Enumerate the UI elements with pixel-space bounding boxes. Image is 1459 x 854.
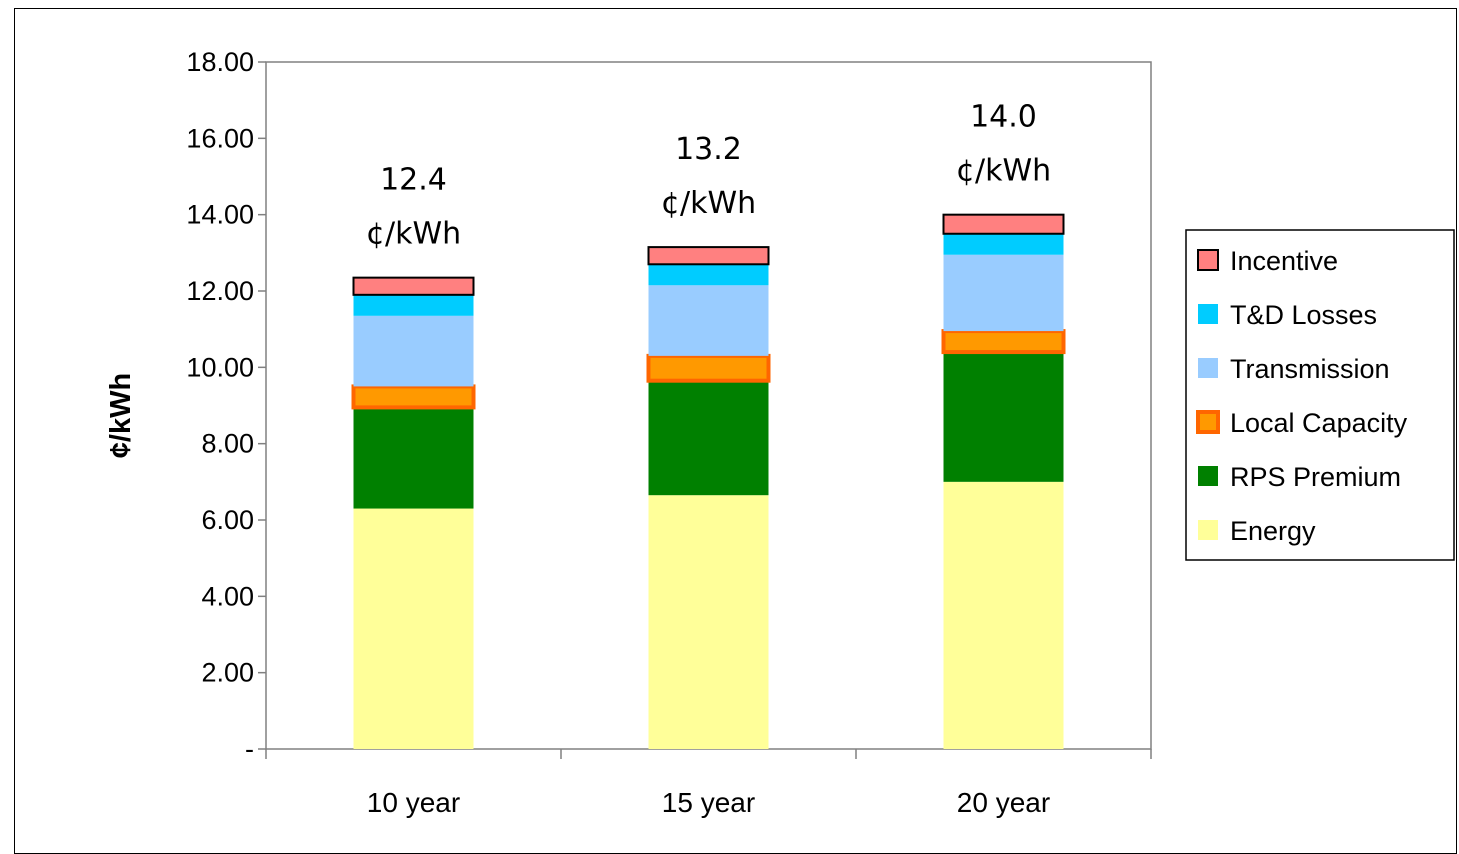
y-tick-label: - <box>245 734 254 764</box>
bar-segment-transmission <box>353 315 474 387</box>
y-tick-label: 10.00 <box>186 352 254 382</box>
total-value-label: 13.2 <box>675 132 742 167</box>
bar-segment-energy <box>648 495 769 749</box>
total-unit-label: ¢/kWh <box>661 186 756 221</box>
legend-swatch <box>1198 466 1218 486</box>
legend-label: Local Capacity <box>1230 408 1408 438</box>
legend-label: T&D Losses <box>1230 300 1377 330</box>
legend-label: Transmission <box>1230 354 1390 384</box>
bar-segment-t-d-losses <box>648 264 769 286</box>
bar-segment-incentive <box>352 276 475 296</box>
bar-segment-transmission <box>943 254 1064 332</box>
x-category-label: 15 year <box>662 787 755 818</box>
legend-swatch <box>1197 249 1219 271</box>
bar-segment-energy <box>353 508 474 749</box>
bar-segment-incentive <box>942 213 1065 235</box>
total-unit-label: ¢/kWh <box>366 217 461 252</box>
bar-segment-local-capacity <box>941 329 1066 355</box>
total-value-label: 14.0 <box>970 100 1037 135</box>
bar-segment-t-d-losses <box>943 233 1064 255</box>
bar-segment-incentive <box>647 246 770 266</box>
legend-label: Incentive <box>1230 246 1338 276</box>
y-tick-label: 14.00 <box>186 200 254 230</box>
x-category-label: 20 year <box>957 787 1050 818</box>
y-tick-label: 16.00 <box>186 123 254 153</box>
legend-box <box>1185 229 1455 561</box>
y-tick-label: 2.00 <box>201 658 254 688</box>
bar-segment-transmission <box>648 285 769 356</box>
y-tick-label: 18.00 <box>186 47 254 77</box>
legend-swatch <box>1198 520 1218 540</box>
bar-segment-rps-premium <box>943 352 1064 482</box>
legend-label: RPS Premium <box>1230 462 1401 492</box>
bar-segment-energy <box>943 481 1064 749</box>
legend-swatch <box>1198 304 1218 324</box>
total-value-label: 12.4 <box>380 163 447 198</box>
bar-segment-local-capacity <box>351 384 476 410</box>
x-category-label: 10 year <box>367 787 460 818</box>
y-axis-title: ¢/kWh <box>105 373 137 458</box>
legend-label: Energy <box>1230 516 1316 546</box>
legend-swatch <box>1198 358 1218 378</box>
bar-segment-rps-premium <box>648 380 769 496</box>
legend-swatch <box>1196 410 1220 434</box>
bar-segment-t-d-losses <box>353 294 474 316</box>
y-tick-label: 4.00 <box>201 581 254 611</box>
total-unit-label: ¢/kWh <box>956 154 1051 189</box>
y-tick-label: 12.00 <box>186 276 254 306</box>
bar-segment-rps-premium <box>353 407 474 509</box>
y-tick-label: 8.00 <box>201 429 254 459</box>
bar-segment-local-capacity <box>646 353 771 383</box>
y-tick-label: 6.00 <box>201 505 254 535</box>
